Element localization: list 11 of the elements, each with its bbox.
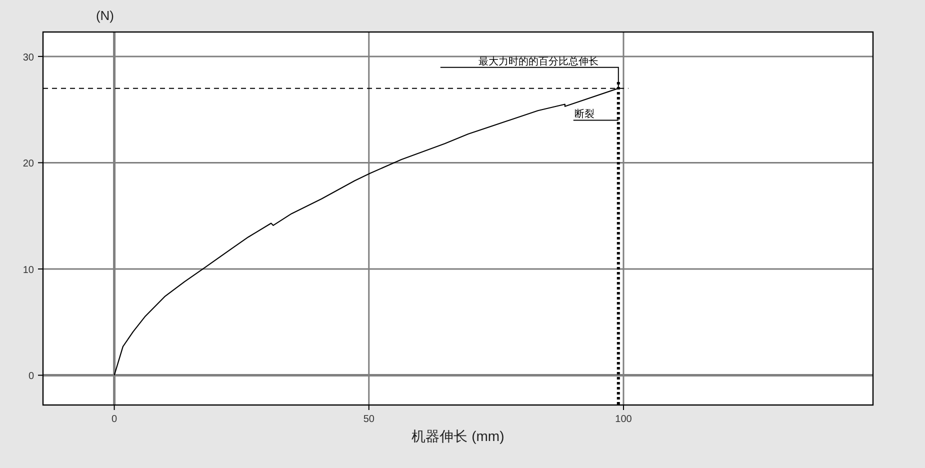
y-tick-label: 10 — [22, 264, 34, 276]
x-tick-label: 50 — [363, 414, 375, 425]
y-tick-label: 0 — [28, 371, 34, 382]
annotation: 最大力时的的百分比总伸长 — [478, 55, 598, 68]
y-axis-title: (N) — [96, 8, 114, 23]
x-tick-label: 100 — [615, 414, 632, 425]
x-tick-label: 0 — [112, 414, 118, 425]
y-tick-label: 30 — [22, 52, 34, 64]
x-axis-title: 机器伸长 (mm) — [412, 428, 504, 444]
annotation: 断裂 — [574, 108, 594, 120]
y-tick-label: 20 — [22, 158, 34, 170]
